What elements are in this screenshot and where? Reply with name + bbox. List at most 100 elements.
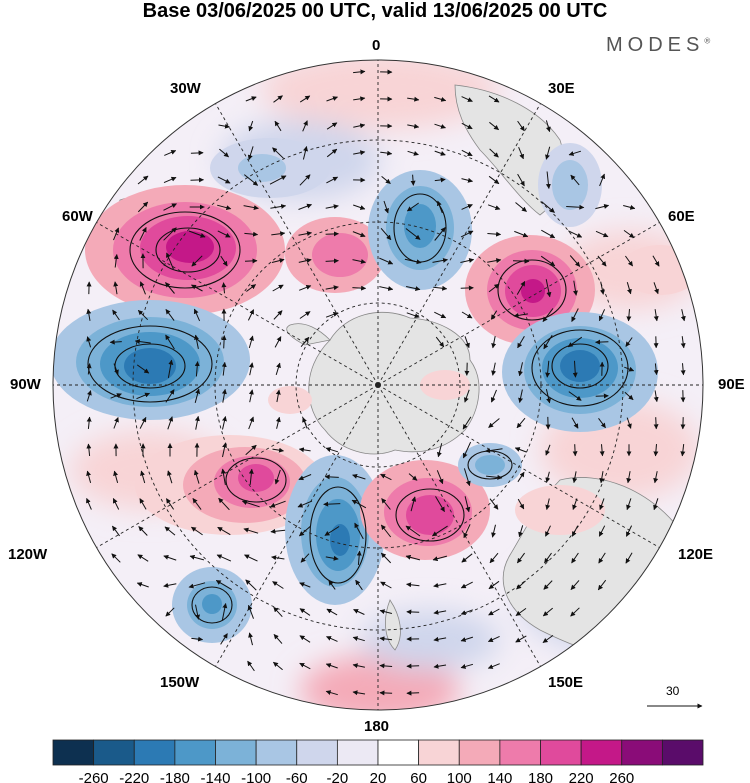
- wind-vector: [271, 258, 285, 264]
- wind-vector: [300, 336, 310, 348]
- neg-anomaly-south-atlantic-15e: [368, 170, 472, 290]
- colorbar-swatch: [418, 739, 460, 766]
- wind-vector: [272, 581, 284, 589]
- wind-vector: [325, 690, 338, 696]
- wind-vector: [464, 336, 470, 349]
- wind-vector: [243, 527, 259, 534]
- colorbar-tick-label: 100: [447, 770, 472, 783]
- wind-vector: [573, 280, 578, 296]
- wind-vector: [194, 361, 200, 377]
- wind-vector: [273, 606, 283, 618]
- wind-vector: [299, 525, 311, 537]
- wind-vector: [595, 204, 610, 210]
- wind-vector: [542, 634, 554, 644]
- wind-vector: [325, 555, 339, 561]
- wind-vector: [571, 525, 579, 537]
- wind-vector: [299, 174, 311, 186]
- wind-vector: [326, 636, 338, 642]
- wind-vector: [406, 663, 420, 669]
- map-title: Base 03/06/2025 00 UTC, valid 13/06/2025…: [142, 0, 608, 22]
- lon-label-60e: 60E: [668, 208, 695, 225]
- wind-vector: [410, 496, 417, 512]
- wind-vector: [248, 389, 254, 403]
- wind-vector: [302, 146, 308, 160]
- wind-vector: [381, 176, 391, 184]
- wind-vector: [623, 204, 636, 210]
- wind-vector: [194, 415, 200, 430]
- wind-vector: [353, 150, 366, 156]
- wind-vector: [624, 255, 634, 267]
- wind-vector: [244, 554, 258, 562]
- wind-vector: [489, 498, 499, 510]
- meridians: [53, 60, 703, 710]
- wind-vector: [354, 522, 364, 540]
- antarctic-peninsula: [286, 323, 331, 346]
- wind-vector: [163, 582, 177, 588]
- map-border: [52, 59, 704, 711]
- wind-vector: [274, 469, 281, 485]
- reference-vector-label: 30: [666, 684, 680, 698]
- wind-vector: [248, 468, 254, 485]
- wind-vector: [190, 150, 204, 156]
- wind-vector: [380, 552, 392, 564]
- wind-vector: [410, 174, 416, 186]
- wind-vector: [194, 334, 199, 349]
- wind-vector: [298, 474, 312, 481]
- wind-vector: [405, 554, 421, 561]
- wind-vector: [136, 364, 150, 374]
- wind-vector: [136, 582, 149, 588]
- wind-vector: [165, 308, 175, 321]
- colorbar-tick-label: 260: [609, 770, 634, 783]
- colorbar-swatch: [52, 739, 95, 766]
- wind-vector: [597, 579, 607, 591]
- wind-vector: [136, 392, 150, 400]
- wind-vector: [248, 632, 254, 646]
- wind-vector: [625, 552, 633, 564]
- wind-vector: [515, 635, 527, 643]
- wind-vector: [326, 122, 338, 130]
- wind-vector: [598, 525, 606, 537]
- south-pole-dot: [375, 382, 381, 388]
- wind-vector: [244, 258, 258, 264]
- wind-vector: [491, 336, 497, 349]
- wind-vector: [435, 336, 445, 348]
- wind-vector: [545, 360, 551, 378]
- wind-vector: [626, 309, 632, 322]
- wind-vector: [325, 231, 339, 237]
- wind-vector: [491, 524, 496, 538]
- wind-vector: [217, 176, 231, 184]
- wind-vector: [572, 360, 578, 378]
- wind-vector: [545, 171, 551, 189]
- wind-vector: [241, 500, 260, 508]
- lon-label-30w: 30W: [170, 80, 201, 97]
- wind-vector: [569, 255, 581, 267]
- wind-vector: [436, 470, 444, 485]
- wind-vector: [568, 150, 582, 156]
- colorbar-swatch: [580, 739, 623, 766]
- wind-vector: [270, 528, 286, 534]
- wind-vector: [488, 283, 500, 293]
- wind-vector: [299, 635, 311, 643]
- wind-vector: [189, 554, 205, 561]
- wind-vector: [407, 123, 420, 129]
- wind-vector: [356, 550, 362, 565]
- wind-vector: [624, 366, 635, 372]
- wind-vector: [433, 285, 448, 291]
- wind-vector: [298, 447, 311, 453]
- wind-vector: [298, 258, 312, 264]
- wind-vector: [488, 175, 500, 185]
- colorbar-swatch: [133, 739, 176, 766]
- wind-vector: [434, 96, 447, 102]
- wind-vector: [433, 663, 447, 669]
- wind-vector: [680, 444, 686, 457]
- colorbar-tick-label: -100: [241, 770, 271, 783]
- wind-vector: [216, 554, 232, 562]
- wind-vector: [86, 443, 92, 457]
- wind-vector: [188, 230, 206, 238]
- wind-vector: [165, 334, 175, 350]
- wind-vector: [598, 309, 606, 322]
- wind-vector: [517, 335, 525, 349]
- wind-vector: [86, 336, 92, 348]
- colorbar-tick-label: -180: [160, 770, 190, 783]
- wind-vector: [271, 555, 285, 561]
